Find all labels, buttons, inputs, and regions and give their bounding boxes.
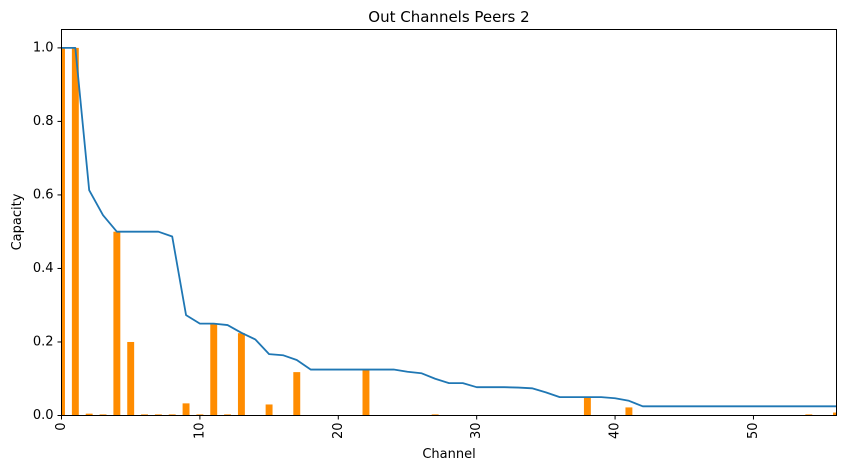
cumulative-line	[61, 46, 837, 408]
bar	[71, 47, 79, 416]
bar	[113, 231, 121, 416]
y-tick-label: 0.6	[33, 187, 54, 202]
bar	[182, 403, 190, 416]
bar-series	[61, 47, 837, 416]
bar	[265, 404, 273, 416]
bar	[224, 414, 232, 416]
bar	[168, 414, 176, 416]
y-axis: 0.0 0.2 0.4 0.6 0.8 1.0	[33, 40, 62, 423]
bar	[805, 414, 813, 416]
bar	[293, 372, 301, 416]
x-tick-label: 0	[54, 423, 69, 431]
bar	[127, 341, 135, 416]
bar	[583, 397, 591, 416]
bar	[362, 369, 370, 416]
bar	[210, 323, 218, 416]
x-tick-label: 40	[608, 423, 623, 440]
x-tick-label: 50	[746, 423, 761, 440]
bar	[196, 414, 204, 416]
bar	[85, 413, 93, 416]
bar	[154, 414, 162, 416]
x-axis-title: Channel	[422, 447, 475, 462]
y-axis-title: Capacity	[10, 193, 25, 250]
bar	[431, 414, 439, 416]
plot-frame	[61, 29, 837, 416]
y-tick-label: 0.8	[33, 114, 54, 129]
y-tick-label: 1.0	[33, 40, 54, 55]
line-series	[61, 46, 837, 408]
bar	[833, 412, 837, 416]
bar	[141, 414, 148, 416]
bar	[99, 414, 107, 416]
x-tick-label: 20	[331, 423, 346, 440]
bar	[625, 407, 633, 416]
bar	[237, 333, 245, 416]
x-tick-label: 30	[469, 423, 484, 440]
x-axis: 0 10 20 30 40 50	[54, 415, 761, 440]
x-tick-label: 10	[192, 423, 207, 440]
y-tick-label: 0.4	[33, 261, 54, 276]
chart-title: Out Channels Peers 2	[368, 8, 529, 26]
y-tick-label: 0.0	[33, 408, 54, 423]
bar	[61, 47, 65, 416]
y-tick-label: 0.2	[33, 334, 54, 349]
